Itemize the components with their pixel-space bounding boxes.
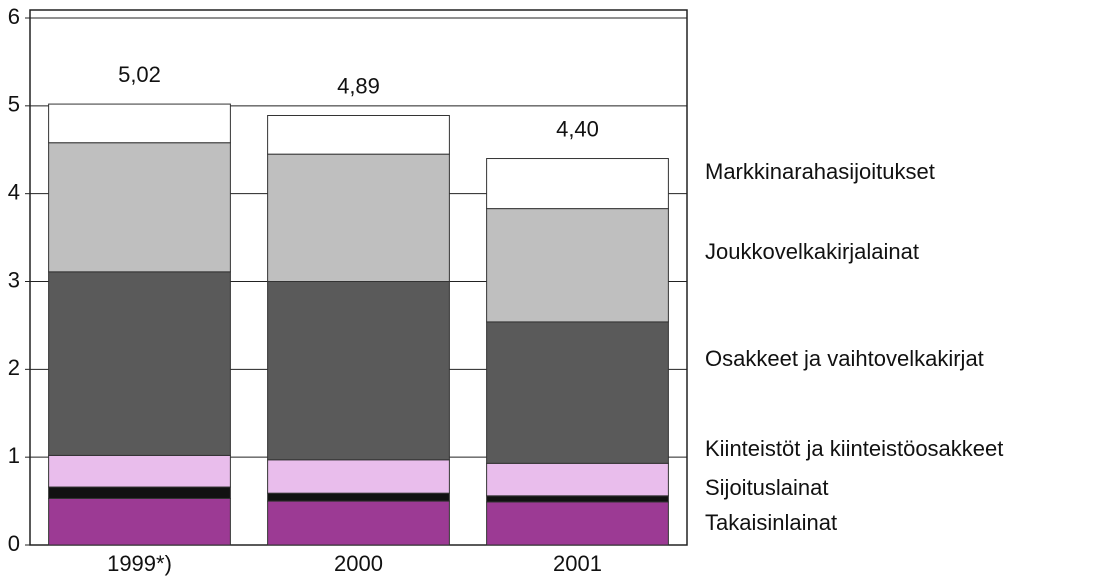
bar-segment (486, 501, 669, 546)
y-tick-label: 6 (8, 4, 20, 29)
bar-segment (267, 500, 450, 546)
bar-segment (48, 271, 231, 456)
bar-segment (486, 321, 669, 464)
legend-label: Sijoituslainat (705, 475, 829, 500)
bar-segment (486, 158, 669, 210)
x-tick-label: 2001 (553, 551, 602, 576)
y-tick-label: 4 (8, 179, 20, 204)
bar-segment (486, 462, 669, 497)
bar-segment (48, 103, 231, 144)
bar-segment (48, 486, 231, 499)
y-tick-label: 3 (8, 267, 20, 292)
legend-label: Markkinarahasijoitukset (705, 159, 935, 184)
bar-segment (267, 459, 450, 494)
y-tick-label: 1 (8, 443, 20, 468)
bar-segment (267, 153, 450, 282)
y-tick-label: 5 (8, 92, 20, 117)
legend-label: Takaisinlainat (705, 510, 837, 535)
bar-segment (486, 495, 669, 503)
bar-segment (48, 142, 231, 273)
bar-segment (267, 281, 450, 461)
bar-segment (267, 492, 450, 502)
y-tick-label: 2 (8, 355, 20, 380)
bar-segment (48, 497, 231, 546)
legend-label: Kiinteistöt ja kiinteistöosakkeet (705, 436, 1003, 461)
total-label: 4,40 (556, 116, 599, 141)
total-label: 4,89 (337, 73, 380, 98)
y-tick-label: 0 (8, 531, 20, 556)
bar-segment (48, 454, 231, 488)
legend-label: Joukkovelkakirjalainat (705, 239, 919, 264)
bar-segment (267, 114, 450, 155)
x-tick-label: 2000 (334, 551, 383, 576)
bar-segment (486, 208, 669, 323)
x-tick-label: 1999*) (107, 551, 172, 576)
total-label: 5,02 (118, 62, 161, 87)
legend-label: Osakkeet ja vaihtovelkakirjat (705, 346, 984, 371)
